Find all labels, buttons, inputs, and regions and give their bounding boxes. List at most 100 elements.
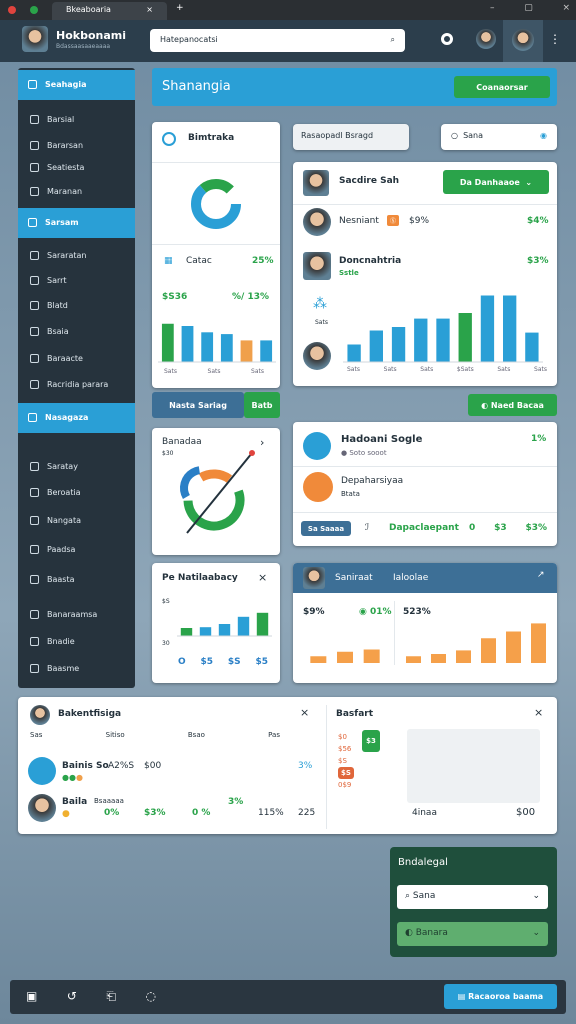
section-icon <box>28 218 37 227</box>
action-button[interactable]: ◐ Naed Bacaa <box>468 394 557 416</box>
app-name: Hokbonami <box>56 29 126 42</box>
sidebar-item[interactable]: Paadsa <box>30 545 75 554</box>
bar <box>531 623 546 663</box>
column-header: Pas <box>268 731 280 739</box>
card-value: 1% <box>531 434 547 444</box>
new-tab[interactable]: + <box>176 3 184 13</box>
contact-card: Hadoani Sogle 1% ● Soto sooot Depaharsiy… <box>293 422 557 546</box>
item-icon <box>30 516 39 525</box>
sidebar-item[interactable]: Beroatia <box>30 488 81 497</box>
tab[interactable]: Bkeaboaria × <box>52 2 167 20</box>
item-label: Barsial <box>47 115 75 124</box>
sidebar-item[interactable]: Bararsan <box>30 141 83 150</box>
bar <box>481 638 496 663</box>
table-header: Sas Sitiso Bsao Pas <box>30 731 280 739</box>
stat-left: $S36 <box>162 292 188 302</box>
cell: 0 % <box>192 808 211 818</box>
footer-tag[interactable]: Sa Saaaa <box>301 521 351 536</box>
user-icon[interactable] <box>476 29 496 49</box>
panel-select[interactable]: ◐ Banara ⌄ <box>397 922 548 946</box>
avatar[interactable] <box>512 29 534 51</box>
action-button[interactable]: Nasta Sariag <box>152 392 244 418</box>
bar <box>503 295 517 362</box>
bar <box>458 313 472 362</box>
max-dot[interactable] <box>30 6 38 14</box>
side-foot: 4inaa <box>412 808 437 818</box>
sidebar-item[interactable]: Baraacte <box>30 354 83 363</box>
bar <box>506 631 521 663</box>
search-pill[interactable]: ○ Sana ◉ <box>441 124 557 150</box>
card-title: Banadaa <box>162 437 202 447</box>
axis-labels: Sats Sats Sats $Sats Sats Sats <box>347 366 547 373</box>
action-button[interactable]: Batb <box>244 392 280 418</box>
bar-chart <box>343 295 543 363</box>
bar <box>456 650 471 663</box>
side-label: $S <box>338 757 347 765</box>
bar-labels: O $5 $S $5 <box>178 657 268 667</box>
cell: Bainis So <box>62 761 109 771</box>
footer-bar: ▣ ↺ ⎗ ◌ ▤ Racaoroa baama <box>10 980 566 1014</box>
sidebar-item[interactable]: Bsaia <box>30 327 69 336</box>
side-title: Basfart <box>336 709 374 719</box>
sidebar-item[interactable]: Banaraamsa <box>30 610 97 619</box>
card-title: Hadoani Sogle <box>341 434 423 445</box>
cell: 0% <box>104 808 120 818</box>
side-labels: $0$56$S$S60$9 <box>338 731 351 791</box>
panel-search[interactable]: ⌕ Sana ⌄ <box>397 885 548 909</box>
dropdown[interactable]: Da Danhaaoe ⌄ <box>443 170 549 194</box>
footer-icons[interactable]: ▣ ↺ ⎗ ◌ <box>26 989 156 1003</box>
item-icon <box>30 163 39 172</box>
banner-title: Shanangia <box>162 79 231 94</box>
sidebar-item[interactable]: Maranan <box>30 187 82 196</box>
axis-top: $S <box>162 598 170 605</box>
footer-link[interactable]: Dapaclaepant <box>389 523 459 533</box>
bar <box>260 340 273 362</box>
sidebar-item[interactable]: Blatd <box>30 301 68 310</box>
sidebar-item[interactable]: Bnadie <box>30 637 75 646</box>
header: Hokbonami Bdassaasaaeaaaa Hatepanocatsi ⌕… <box>0 20 576 62</box>
bar <box>525 332 539 362</box>
tab-title: Bkeaboaria <box>66 5 111 14</box>
sidebar-item[interactable]: Baasta <box>30 575 75 584</box>
logo <box>22 26 48 52</box>
settings-icon[interactable] <box>441 33 453 45</box>
sidebar-item[interactable]: Seatiesta <box>30 163 84 172</box>
section-title: Sarsam <box>45 218 79 227</box>
card-title: Bimtraka <box>188 133 235 143</box>
footer-button-text: Racaoroa baama <box>468 992 544 1001</box>
sidebar-item[interactable]: Saratay <box>30 462 78 471</box>
section-icon <box>28 80 37 89</box>
side-label: 0$9 <box>338 781 352 789</box>
sidebar-item[interactable]: Barsial <box>30 115 74 124</box>
menu-icon[interactable]: ⋮ <box>549 32 561 46</box>
bar <box>240 340 253 362</box>
footer-value: $3% <box>525 523 547 533</box>
bar-chart <box>406 623 546 663</box>
axis-label: Sats <box>251 368 264 375</box>
column-header: Sas <box>30 731 43 739</box>
sidebar-item[interactable]: Nangata <box>30 516 81 525</box>
sidebar-item[interactable]: Baasme <box>30 664 79 673</box>
footer-button[interactable]: ▤ Racaoroa baama <box>444 984 557 1009</box>
item-icon <box>30 637 39 646</box>
sidebar-item[interactable]: Racridia parara <box>30 380 108 389</box>
search-box[interactable]: Hatepanocatsi ⌕ <box>150 29 405 52</box>
cell: $3% <box>144 808 166 818</box>
item-label: Bnadie <box>47 637 75 646</box>
bar <box>414 318 428 362</box>
app-subtitle: Bdassaasaaeaaaa <box>56 43 111 50</box>
sidebar-item[interactable]: Sarrt <box>30 276 67 285</box>
card-sub: Soto sooot <box>349 449 387 457</box>
close-dot[interactable] <box>8 6 16 14</box>
sidebar-item[interactable]: Sararatan <box>30 251 86 260</box>
banner-button[interactable]: Coanaorsar <box>454 76 550 98</box>
axis-label: Sats <box>420 366 434 373</box>
axis-bottom: 30 <box>162 640 170 647</box>
card-subtitle: Ialoolae <box>393 573 429 583</box>
bar <box>369 330 383 362</box>
filter-pill[interactable]: Rasaopadl Bsragd <box>293 124 409 150</box>
card-title: Saniraat <box>335 573 373 583</box>
btn-text: Nasta Sariag <box>169 400 227 410</box>
row-sub: Btata <box>341 490 360 498</box>
bar <box>180 628 193 636</box>
